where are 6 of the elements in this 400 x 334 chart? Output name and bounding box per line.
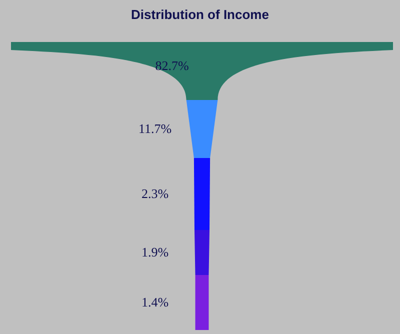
data-label: 1.4% <box>141 294 169 310</box>
text: Distribution of Income <box>131 7 269 22</box>
data-label: 11.7% <box>138 121 172 136</box>
data-label: 2.3% <box>141 186 169 201</box>
data-label: 1.9% <box>141 244 169 260</box>
data-label: 82.7% <box>155 58 189 73</box>
